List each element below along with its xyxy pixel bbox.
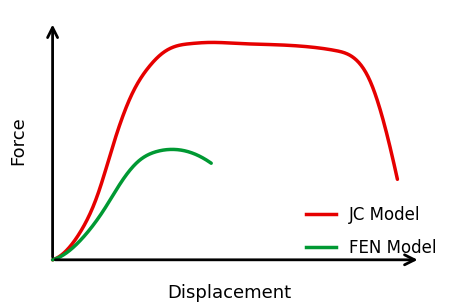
- Text: Force: Force: [9, 116, 27, 165]
- Legend: JC Model, FEN Model: JC Model, FEN Model: [299, 199, 443, 263]
- Text: Displacement: Displacement: [167, 284, 291, 302]
